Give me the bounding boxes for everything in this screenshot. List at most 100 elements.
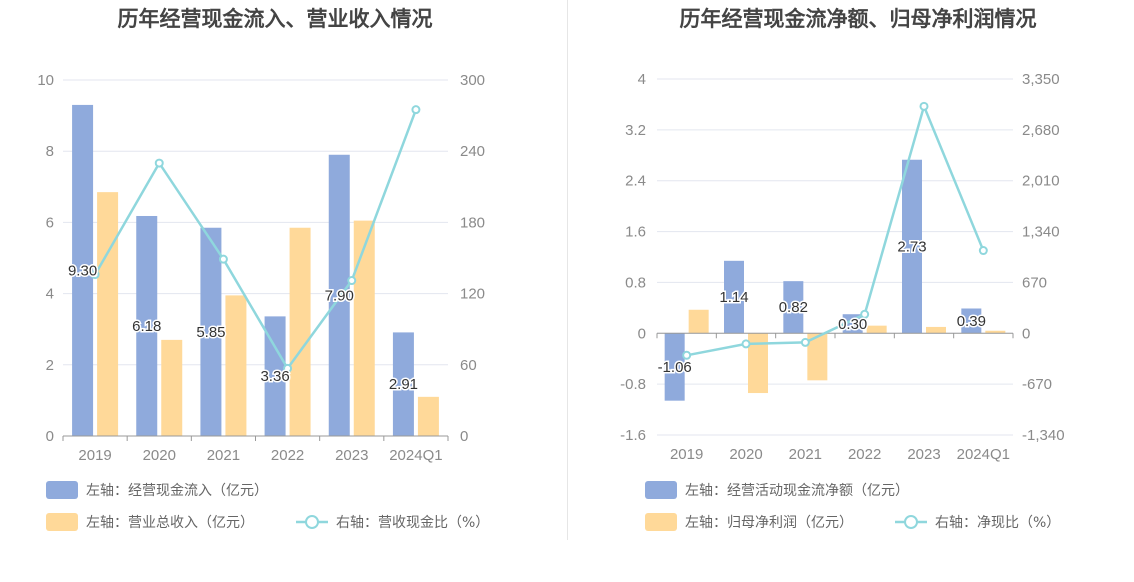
bar-series-2: [926, 326, 946, 334]
legend-label: 左轴：营业总收入（亿元）: [86, 515, 254, 531]
line-series: [93, 109, 418, 371]
x-tick-label: 2024Q1: [957, 446, 1010, 463]
legend-label: 左轴：经营活动现金流净额（亿元）: [685, 483, 909, 499]
legend-swatch-bar-2: [46, 513, 78, 531]
x-tick-label: 2020: [143, 447, 176, 464]
y-right-tick-label: 3,350: [1022, 71, 1060, 88]
y-right-tick-label: 60: [460, 357, 477, 374]
bar-series-1: [200, 227, 222, 436]
y-right-tick-label: 180: [460, 214, 485, 231]
x-tick-label: 2024Q1: [389, 447, 442, 464]
bar-series-1: [902, 159, 922, 334]
data-label: 3.36: [260, 368, 289, 385]
y-right-tick-label: 0: [1022, 325, 1030, 342]
y-right-tick-label: 300: [460, 72, 485, 89]
legend-swatch-bar-1: [645, 481, 677, 499]
legend-swatch-marker: [305, 515, 319, 529]
data-label: 0.82: [779, 299, 808, 316]
x-tick-label: 2022: [271, 447, 304, 464]
y-left-tick-label: 0: [638, 325, 646, 342]
y-left-tick-label: 2.4: [625, 173, 646, 190]
data-label: 2.73: [897, 239, 926, 256]
bar-series-1: [664, 333, 685, 401]
y-right-tick-label: 120: [460, 286, 485, 303]
legend-label: 右轴：净现比（%）: [935, 515, 1060, 531]
y-left-tick-label: 4: [46, 286, 54, 303]
chart-title: 历年经营现金流入、营业收入情况: [118, 7, 433, 31]
y-left-tick-label: 10: [37, 72, 54, 89]
line-point: [741, 339, 751, 349]
y-left-tick-label: 3.2: [625, 122, 646, 139]
data-label: -1.06: [658, 359, 692, 376]
x-tick-label: 2021: [789, 446, 822, 463]
line-point: [919, 101, 929, 111]
bar-series-2: [688, 309, 709, 334]
line-point: [860, 309, 870, 319]
data-label: 7.90: [325, 287, 354, 304]
bar-series-2: [289, 227, 311, 436]
bar-series-2: [353, 220, 375, 436]
x-tick-label: 2019: [670, 446, 703, 463]
line-point: [682, 350, 692, 360]
line-point: [347, 276, 357, 286]
y-left-tick-label: -0.8: [620, 376, 646, 393]
legend-swatch-marker: [904, 515, 918, 529]
data-label: 6.18: [132, 318, 161, 335]
y-right-tick-label: 670: [1022, 274, 1047, 291]
x-tick-label: 2023: [335, 447, 368, 464]
line-point: [283, 363, 293, 373]
bar-series-2: [985, 330, 1006, 334]
y-left-tick-label: 8: [46, 143, 54, 160]
data-label: 5.85: [196, 324, 225, 341]
x-tick-label: 2023: [907, 446, 940, 463]
bar-series-1: [392, 332, 414, 436]
bar-series-1: [724, 260, 744, 334]
bar-series-2: [225, 295, 247, 436]
bar-series-1: [328, 154, 350, 436]
bar-series-2: [97, 192, 119, 436]
y-left-tick-label: 0: [46, 428, 54, 445]
y-right-tick-label: 1,340: [1022, 224, 1060, 241]
y-left-tick-label: 6: [46, 214, 54, 231]
y-right-tick-label: -670: [1022, 376, 1052, 393]
chart-right-svg: 历年经营现金流净额、归母净利润情况 -1.6 -0.8 0 0.8 1.6 2.4 3.2 4 -…: [620, 7, 1065, 531]
data-label: 0.30: [838, 316, 867, 333]
x-tick-label: 2022: [848, 446, 881, 463]
bar-series-2: [748, 333, 768, 394]
chart-panel-left: 历年经营现金流入、营业收入情况 0 2 4 6 8 10 0 60 120 180 240 300 201…: [37, 7, 489, 531]
bar-series-1: [136, 215, 158, 436]
line-point: [90, 270, 100, 280]
line-series: [686, 102, 985, 357]
y-right-tick-label: 2,680: [1022, 122, 1060, 139]
data-label: 9.30: [68, 262, 97, 279]
panel-divider: [567, 0, 568, 540]
legend-label: 左轴：归母净利润（亿元）: [685, 514, 853, 531]
data-label: 1.14: [719, 289, 748, 306]
data-label: 0.39: [957, 313, 986, 330]
line-point: [800, 337, 810, 347]
y-right-tick-label: 2,010: [1022, 173, 1060, 190]
x-tick-label: 2021: [207, 447, 240, 464]
bar-series-1: [783, 281, 804, 334]
y-left-tick-label: 2: [46, 357, 54, 374]
y-left-tick-label: -1.6: [620, 427, 646, 444]
y-left-tick-label: 0.8: [625, 274, 646, 291]
y-left-tick-label: 4: [638, 71, 646, 88]
line-point: [411, 105, 421, 115]
chart-left-svg: 历年经营现金流入、营业收入情况 0 2 4 6 8 10 0 60 120 180 240 300 201…: [37, 7, 489, 531]
line-point: [978, 246, 988, 256]
bar-series-2: [866, 325, 887, 334]
bar-series-1: [961, 308, 982, 334]
chart-title: 历年经营现金流净额、归母净利润情况: [680, 7, 1037, 31]
chart-panel-right: 历年经营现金流净额、归母净利润情况 -1.6 -0.8 0 0.8 1.6 2.4 3.2 4 -…: [567, 0, 1134, 582]
legend-swatch-bar-1: [46, 481, 78, 499]
x-tick-label: 2020: [729, 446, 762, 463]
bar-series-2: [807, 333, 828, 381]
y-right-tick-label: 0: [460, 428, 468, 445]
x-tick-label: 2019: [78, 447, 111, 464]
line-point: [218, 254, 228, 264]
bar-series-1: [72, 104, 94, 437]
y-left-tick-label: 1.6: [625, 224, 646, 241]
bar-series-2: [161, 339, 183, 436]
legend-swatch-bar-2: [645, 513, 677, 531]
